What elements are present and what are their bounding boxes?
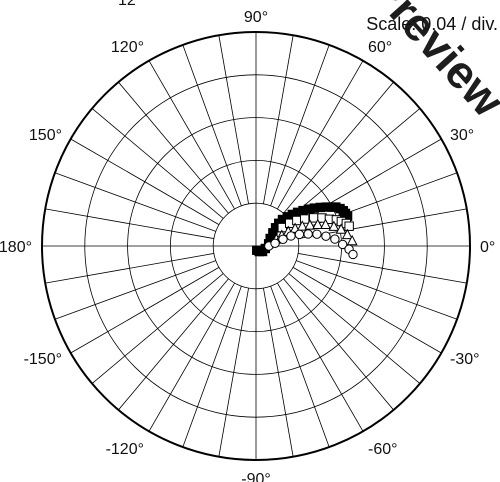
angle-tick-label: -90° xyxy=(241,471,271,482)
data-point-open-triangle xyxy=(304,219,316,230)
data-point-open-triangle xyxy=(320,218,332,230)
data-point-open-circle xyxy=(286,231,296,241)
angle-tick-label: 180° xyxy=(0,239,32,256)
data-point-open-circle xyxy=(321,231,331,241)
data-point-open-triangle xyxy=(296,220,308,231)
grid-ring xyxy=(127,117,385,375)
data-points xyxy=(252,202,358,260)
data-point-open-triangle xyxy=(346,234,358,246)
polar-grid xyxy=(41,31,471,461)
angle-tick-label: 120° xyxy=(111,39,144,56)
data-point-open-circle xyxy=(348,249,358,260)
header-fragment: 12 xyxy=(118,0,136,9)
data-point-open-square xyxy=(344,221,354,231)
angle-tick-labels: 0° 30° 60° 90° 120° 150° 180° -150° -120° -90° -60… xyxy=(0,9,495,482)
data-point-open-square xyxy=(292,215,302,226)
data-point-open-circle xyxy=(294,229,305,240)
angle-tick-label: 30° xyxy=(450,127,474,144)
grid-ring xyxy=(84,74,428,418)
angle-tick-label: 90° xyxy=(244,9,268,26)
outer-ring xyxy=(41,31,471,461)
data-point-open-circle xyxy=(278,234,288,244)
angle-tick-label: 150° xyxy=(29,127,62,144)
angle-tick-label: 60° xyxy=(368,39,392,56)
angle-tick-label: -150° xyxy=(24,351,62,368)
data-point-open-circle xyxy=(270,238,280,249)
data-point-open-triangle xyxy=(341,228,353,240)
angle-tick-label: -30° xyxy=(450,351,480,368)
angle-tick-label: 0° xyxy=(480,239,495,256)
data-point-open-triangle xyxy=(328,220,340,231)
data-point-open-triangle xyxy=(335,223,347,234)
angle-tick-label: -120° xyxy=(106,441,144,458)
scale-label: Scale: 0.04 / div. xyxy=(366,14,498,34)
data-point-open-circle xyxy=(303,229,313,239)
data-point-open-circle xyxy=(330,234,340,244)
data-point-open-circle xyxy=(312,229,322,239)
data-point-open-square xyxy=(299,214,310,224)
angle-tick-label: -60° xyxy=(368,441,398,458)
data-point-open-circle xyxy=(337,239,348,250)
data-point-open-triangle xyxy=(312,218,324,230)
grid-ring xyxy=(212,202,300,290)
